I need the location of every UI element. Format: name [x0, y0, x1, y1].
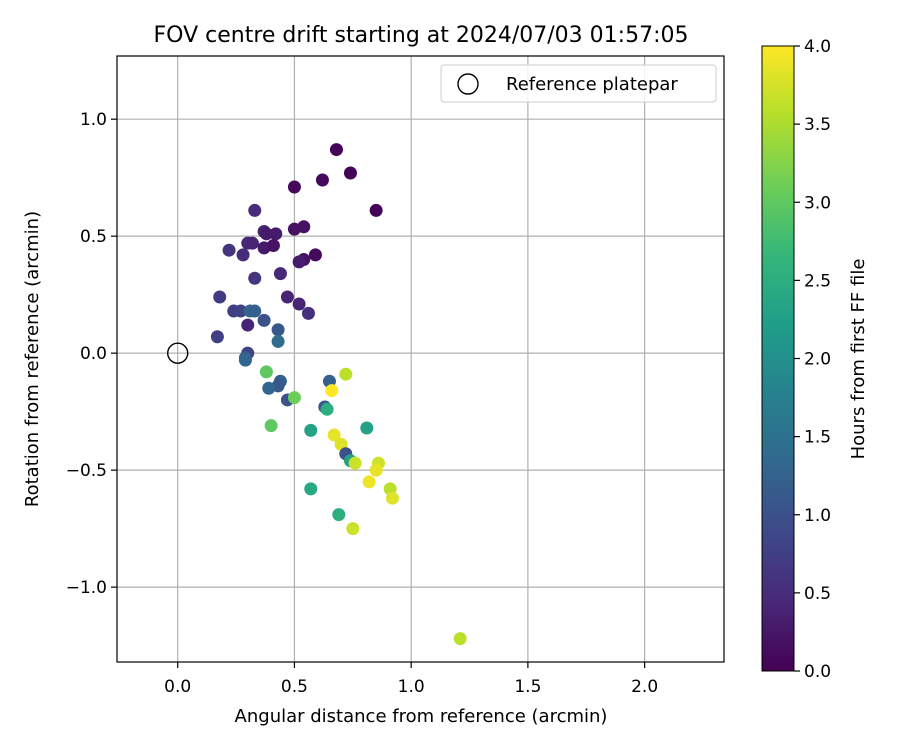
data-point	[234, 304, 248, 318]
data-point	[308, 248, 322, 262]
colorbar-tick-label: 3.5	[804, 115, 831, 135]
x-axis: 0.0 0.5 1.0 1.5 2.0	[164, 662, 658, 697]
data-point	[369, 203, 383, 217]
data-point	[362, 475, 376, 489]
x-tick-label: 0.5	[281, 677, 308, 697]
data-point	[327, 428, 341, 442]
data-point	[257, 313, 271, 327]
data-point	[385, 491, 399, 505]
data-point	[248, 203, 262, 217]
y-tick-label: 0.5	[80, 227, 107, 247]
data-point	[292, 297, 306, 311]
x-tick-label: 0.0	[164, 677, 191, 697]
legend-box	[440, 64, 717, 103]
reference-platepar-marker	[166, 342, 189, 364]
y-tick-label: 0.0	[80, 344, 107, 364]
data-point	[320, 402, 334, 416]
chart-title: FOV centre drift starting at 2024/07/03 …	[154, 23, 689, 48]
data-point	[287, 180, 301, 194]
data-point	[343, 166, 357, 180]
data-point	[325, 384, 339, 398]
data-point	[213, 290, 227, 304]
plot-frame	[116, 55, 725, 663]
data-point	[259, 365, 273, 379]
data-points	[210, 143, 467, 646]
colorbar-label: Hours from first FF file	[848, 259, 869, 460]
data-point	[304, 423, 318, 437]
data-point	[280, 290, 294, 304]
x-axis-label: Angular distance from reference (arcmin)	[235, 706, 608, 727]
colorbar-gradient	[761, 45, 795, 672]
data-point	[287, 222, 301, 236]
data-point	[329, 143, 343, 157]
legend-entry-reference: Reference platepar	[506, 74, 678, 95]
y-tick-label: 1.0	[80, 110, 107, 130]
data-point	[332, 508, 346, 522]
colorbar-tick-label: 1.5	[804, 428, 831, 448]
data-point	[262, 381, 276, 395]
grid-lines	[117, 56, 724, 662]
data-point	[301, 306, 315, 320]
colorbar-tick-label: 2.0	[804, 350, 831, 370]
data-point	[287, 391, 301, 405]
data-point	[273, 267, 287, 281]
legend: Reference platepar	[440, 64, 717, 103]
x-tick-label: 2.0	[631, 677, 658, 697]
legend-marker-reference	[457, 73, 479, 95]
data-point	[453, 632, 467, 646]
data-point	[248, 271, 262, 285]
y-tick-label: −1.0	[66, 578, 107, 598]
data-point	[269, 227, 283, 241]
data-point	[346, 522, 360, 536]
data-point	[241, 318, 255, 332]
colorbar-tick-label: 0.5	[804, 584, 831, 604]
data-point	[369, 463, 383, 477]
data-point	[304, 482, 318, 496]
colorbar-tick-label: 1.0	[804, 506, 831, 526]
data-point	[248, 304, 262, 318]
colorbar-tick-label: 4.0	[804, 37, 831, 57]
data-point	[236, 248, 250, 262]
data-point	[245, 236, 259, 250]
colorbar-tick-label: 3.0	[804, 193, 831, 213]
y-axis-label: Rotation from reference (arcmin)	[22, 211, 43, 507]
data-point	[210, 330, 224, 344]
x-tick-label: 1.0	[398, 677, 425, 697]
y-tick-label: −0.5	[66, 461, 107, 481]
colorbar: 0.0 0.5 1.0 1.5 2.0 2.5 3.0 3.5 4.0	[761, 37, 831, 682]
data-point	[271, 334, 285, 348]
data-point	[259, 227, 273, 241]
data-point	[222, 243, 236, 257]
data-point	[271, 323, 285, 337]
colorbar-tick-label: 2.5	[804, 271, 831, 291]
data-point	[339, 367, 353, 381]
x-tick-label: 1.5	[514, 677, 541, 697]
reference-layer	[166, 342, 189, 364]
data-point	[315, 173, 329, 187]
colorbar-tick-label: 0.0	[804, 662, 831, 682]
data-point	[266, 239, 280, 253]
data-point	[264, 419, 278, 433]
data-point	[292, 255, 306, 269]
data-point	[238, 353, 252, 367]
y-axis: −1.0 −0.5 0.0 0.5 1.0	[66, 110, 117, 598]
data-point	[348, 456, 362, 470]
data-point	[360, 421, 374, 435]
